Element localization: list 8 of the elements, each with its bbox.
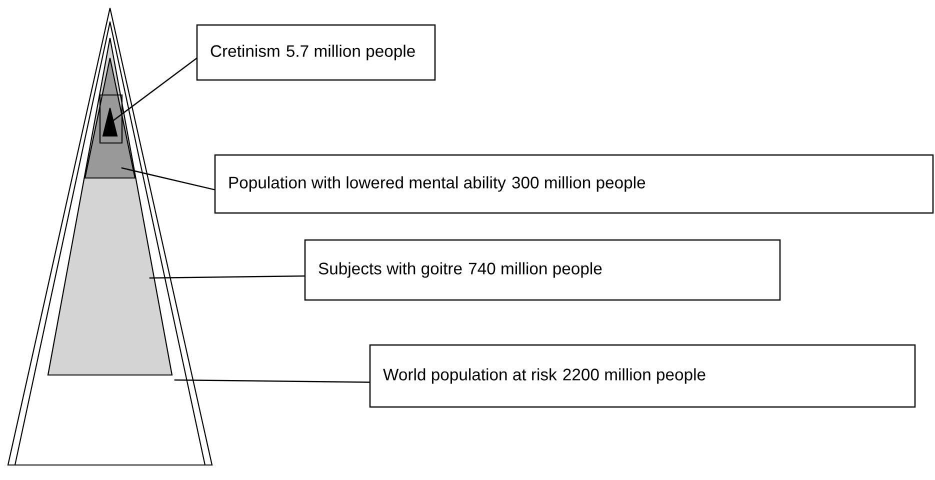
data-label: 5.7 million people xyxy=(286,44,415,60)
category-label: Population with lowered mental ability xyxy=(229,176,506,192)
category-label: Cretinism xyxy=(210,44,280,57)
category-label: World population at risk xyxy=(383,368,557,384)
data-label: 2200 million people xyxy=(563,368,706,384)
data-label: 300 million people xyxy=(512,176,646,192)
data-label: 740 million people xyxy=(468,262,602,278)
category-label: Subjects with goitre xyxy=(318,262,462,278)
